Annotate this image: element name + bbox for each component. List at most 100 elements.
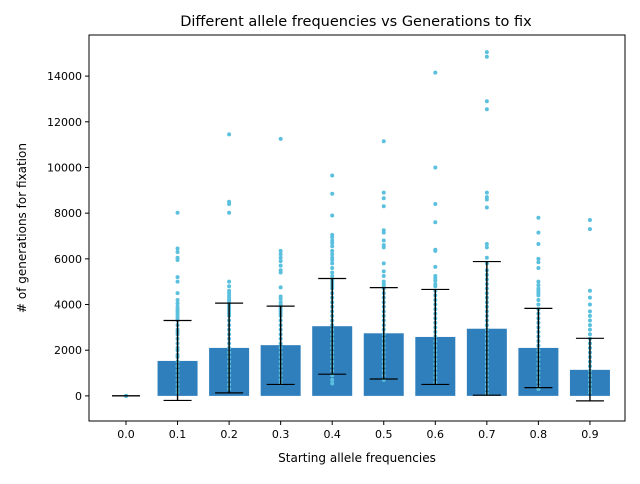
point-0.8-4 [536, 260, 540, 264]
point-0.8-7 [536, 283, 540, 287]
point-0.8-11 [536, 293, 540, 297]
point-0.1-4 [176, 258, 180, 262]
point-0.3-1 [279, 249, 283, 253]
point-0.2-4 [227, 280, 231, 284]
point-0.9-2 [588, 289, 592, 293]
point-0.7-4 [485, 191, 489, 195]
plot-marks [106, 50, 610, 401]
x-axis: 0.0 0.1 0.2 0.3 0.4 0.5 0.6 0.7 0.8 0.9 [117, 421, 598, 441]
point-0.4-9 [330, 252, 334, 256]
point-0.4-13 [330, 266, 334, 270]
point-0.4-14 [330, 271, 334, 275]
point-0.6-2 [433, 202, 437, 206]
point-0.5-5 [382, 231, 386, 235]
point-0.1-8 [176, 298, 180, 302]
point-0.8-6 [536, 280, 540, 284]
y-tick-label-6000: 6000 [54, 253, 82, 266]
y-tick-label-0: 0 [75, 390, 82, 403]
chart-title: Different allele frequencies vs Generati… [180, 14, 532, 30]
point-0.4-40 [330, 378, 334, 382]
point-0.9-0 [588, 218, 592, 222]
point-0.4-12 [330, 261, 334, 265]
point-0.7-7 [485, 205, 489, 209]
x-tick-label-0.7: 0.7 [478, 428, 496, 441]
point-0.2-3 [227, 211, 231, 215]
point-0.4-0 [330, 173, 334, 177]
point-0.6-9 [433, 279, 437, 283]
point-0.8-3 [536, 257, 540, 261]
point-0.6-0 [433, 71, 437, 75]
x-tick-label-0.6: 0.6 [427, 428, 445, 441]
point-0.6-3 [433, 220, 437, 224]
x-axis-label: Starting allele frequencies [278, 451, 436, 465]
point-0.3-0 [279, 137, 283, 141]
point-0.5-10 [382, 269, 386, 273]
x-tick-label-0.9: 0.9 [581, 428, 599, 441]
point-0.2-2 [227, 202, 231, 206]
point-0.3-7 [279, 271, 283, 275]
point-0.7-6 [485, 197, 489, 201]
point-0.5-8 [382, 245, 386, 249]
point-0.4-2 [330, 213, 334, 217]
y-tick-label-8000: 8000 [54, 207, 82, 220]
point-0.7-8 [485, 242, 489, 246]
x-tick-label-0.2: 0.2 [220, 428, 238, 441]
x-tick-label-0.1: 0.1 [169, 428, 187, 441]
point-0.2-5 [227, 284, 231, 288]
x-tick-label-0.5: 0.5 [375, 428, 393, 441]
point-0.1-9 [176, 301, 180, 305]
point-0.2-0 [227, 132, 231, 136]
point-0.9-10 [588, 332, 592, 336]
point-0.1-0 [176, 211, 180, 215]
point-0.7-9 [485, 245, 489, 249]
point-0.9-3 [588, 296, 592, 300]
point-0.8-5 [536, 266, 540, 270]
point-0.3-8 [279, 285, 283, 289]
point-0.7-10 [485, 256, 489, 260]
point-0.3-10 [279, 297, 283, 301]
point-0.9-1 [588, 227, 592, 231]
point-0.8-13 [536, 303, 540, 307]
point-0.5-0 [382, 139, 386, 143]
point-0.9-8 [588, 323, 592, 327]
point-0.1-5 [176, 275, 180, 279]
point-0.5-3 [382, 204, 386, 208]
point-0.8-1 [536, 231, 540, 235]
y-tick-label-12000: 12000 [47, 116, 82, 129]
point-0.7-3 [485, 107, 489, 111]
y-axis-label: # of generations for fixation [15, 143, 29, 313]
point-0.9-4 [588, 303, 592, 307]
y-tick-label-14000: 14000 [47, 70, 82, 83]
point-0.8-2 [536, 242, 540, 246]
point-0.8-12 [536, 298, 540, 302]
point-0.4-15 [330, 274, 334, 278]
y-tick-label-10000: 10000 [47, 161, 82, 174]
point-0.4-11 [330, 258, 334, 262]
point-0.3-5 [279, 264, 283, 268]
point-0.1-1 [176, 247, 180, 251]
point-0.5-2 [382, 196, 386, 200]
x-tick-label-0.4: 0.4 [323, 428, 341, 441]
point-0.9-7 [588, 319, 592, 323]
point-0.5-9 [382, 261, 386, 265]
point-0.4-6 [330, 241, 334, 245]
point-0.8-0 [536, 216, 540, 220]
point-0.4-8 [330, 249, 334, 253]
x-tick-label-0.3: 0.3 [272, 428, 290, 441]
point-0.6-1 [433, 165, 437, 169]
x-tick-label-0.0: 0.0 [117, 428, 135, 441]
x-tick-label-0.8: 0.8 [530, 428, 548, 441]
point-0.9-6 [588, 314, 592, 318]
point-0.4-4 [330, 235, 334, 239]
point-0.7-2 [485, 99, 489, 103]
point-0.6-6 [433, 265, 437, 269]
point-0.3-4 [279, 259, 283, 263]
point-0.1-6 [176, 280, 180, 284]
point-0.6-5 [433, 249, 437, 253]
point-0.9-9 [588, 328, 592, 332]
point-0.7-1 [485, 55, 489, 59]
point-0.4-1 [330, 192, 334, 196]
point-0.3-3 [279, 256, 283, 260]
point-0.6-11 [433, 284, 437, 288]
